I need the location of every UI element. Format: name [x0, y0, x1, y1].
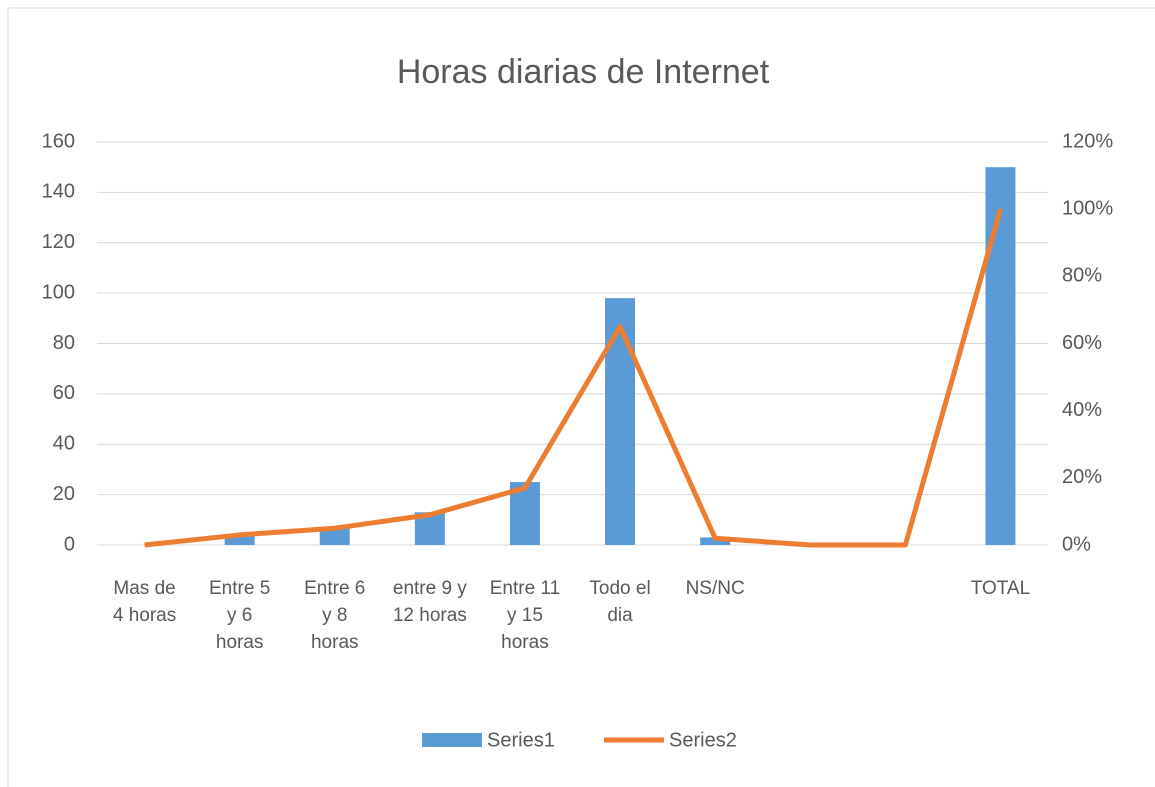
- x-tick-label: Todo el dia: [589, 578, 651, 626]
- bar: [224, 534, 255, 545]
- y-tick-label: 100: [42, 281, 75, 303]
- y-tick-label: 60: [53, 382, 75, 404]
- y-tick-label: 80: [53, 332, 75, 354]
- y-tick-label: 160: [42, 130, 75, 152]
- y2-tick-label: 40%: [1062, 399, 1102, 421]
- x-tick-label: NS/NC: [685, 578, 745, 599]
- chart-title: Horas diarias de Internet: [397, 53, 770, 91]
- chart-border: [7, 7, 1155, 787]
- x-tick-label: Mas de 4 horas: [112, 578, 177, 626]
- y-tick-label: 140: [42, 181, 75, 203]
- bar: [605, 298, 636, 545]
- x-tick-label: Entre 5 y 6 horas: [209, 578, 271, 653]
- line: [144, 208, 1003, 548]
- bar: [985, 167, 1016, 545]
- legend-label: Series1: [487, 729, 555, 751]
- y2-tick-label: 60%: [1062, 332, 1102, 354]
- y2-tick-label: 120%: [1062, 130, 1113, 152]
- x-tick-label: TOTAL: [970, 578, 1031, 599]
- y-tick-label: 20: [53, 483, 75, 505]
- x-tick-label: Entre 11 y 15 horas: [489, 578, 561, 653]
- y2-tick-label: 0%: [1062, 533, 1091, 555]
- legend-label: Series2: [669, 729, 737, 751]
- y2-tick-label: 20%: [1062, 466, 1102, 488]
- x-tick-label: Entre 6 y 8 horas: [304, 578, 366, 653]
- bar: [700, 537, 731, 545]
- y2-tick-label: 100%: [1062, 197, 1113, 219]
- y2-tick-label: 80%: [1062, 265, 1102, 287]
- y-tick-label: 40: [53, 433, 75, 455]
- y-tick-label: 0: [64, 533, 75, 555]
- x-tick-label: entre 9 y 12 horas: [392, 578, 467, 626]
- y-tick-label: 120: [42, 231, 75, 253]
- bar: [319, 527, 350, 545]
- legend-swatch: [422, 733, 482, 747]
